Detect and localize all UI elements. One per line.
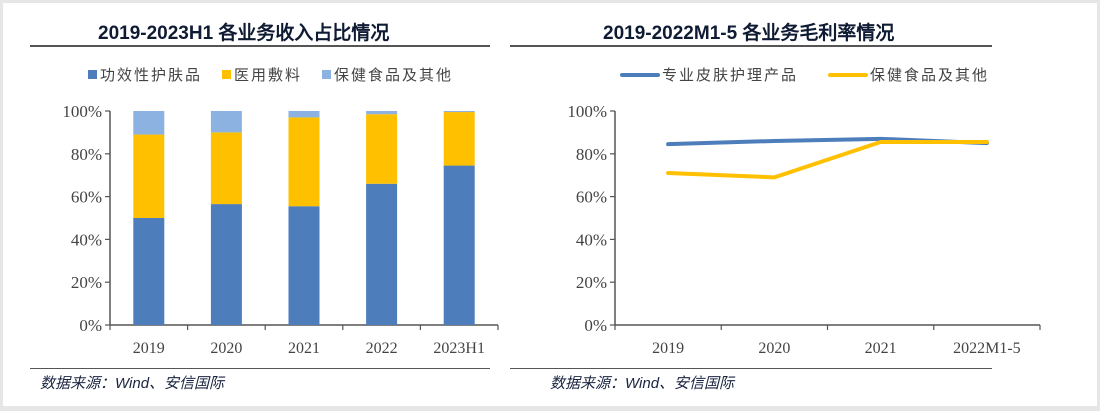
legend-label: 专业皮肤护理产品 (662, 67, 799, 84)
bar-segment (133, 134, 165, 218)
x-tick-label: 2022 (366, 340, 398, 357)
bar-segment (443, 111, 475, 113)
y-tick-label: 0% (584, 316, 607, 335)
left-chart-title: 2019-2023H1 各业务收入占比情况 (98, 23, 390, 44)
y-tick-label: 20% (71, 273, 102, 292)
series-line (666, 140, 989, 180)
x-tick-label: 2020 (210, 340, 242, 357)
bar-segment (210, 132, 242, 205)
y-tick-label: 40% (576, 230, 607, 249)
x-tick-label: 2021 (288, 340, 320, 357)
bar-segment (210, 204, 242, 325)
legend-line (828, 72, 869, 77)
right-title-rule (510, 45, 992, 47)
bar-segment (133, 111, 165, 135)
legend-line (620, 72, 660, 77)
y-tick-label: 100% (567, 102, 607, 121)
legend-label: 医用敷料 (234, 67, 303, 84)
left-source: 数据来源：Wind、安信国际 (40, 375, 225, 392)
x-tick-label: 2022M1-5 (953, 340, 1021, 357)
y-tick-label: 80% (576, 145, 607, 164)
legend-swatch (322, 70, 332, 79)
x-tick-label: 2020 (758, 340, 790, 357)
left-title-rule (30, 45, 490, 47)
x-tick-label: 2019 (652, 340, 684, 357)
y-tick-label: 20% (576, 273, 607, 292)
bar-segment (288, 111, 320, 118)
legend-item-health: 保健食品及其他 (828, 64, 989, 85)
legend-item-pro-skin: 专业皮肤护理产品 (620, 64, 798, 85)
y-tick-label: 100% (62, 102, 102, 121)
legend-label: 保健食品及其他 (870, 67, 990, 84)
bar-segment (443, 165, 475, 325)
report-frame (3, 3, 1097, 406)
stacked-bar-chart: 0% 20% 40% 60% 80% 100% 2019 2020 2021 2022 2023H1 (62, 102, 499, 357)
legend-label: 保健食品及其他 (334, 67, 454, 84)
bar-segment (133, 218, 165, 325)
x-tick-label: 2023H1 (433, 340, 485, 357)
right-chart-title: 2019-2022M1-5 各业务毛利率情况 (603, 23, 895, 44)
bar-segment (366, 183, 398, 325)
right-legend: 专业皮肤护理产品 保健食品及其他 (620, 64, 1009, 85)
y-tick-label: 60% (71, 188, 102, 207)
left-bottom-rule (30, 368, 490, 369)
legend-swatch (222, 70, 232, 79)
legend-label: 功效性护肤品 (100, 67, 203, 84)
bar-segment (366, 114, 398, 184)
left-legend: 功效性护肤品 医用敷料 保健食品及其他 (88, 64, 473, 85)
y-tick-label: 60% (576, 188, 607, 207)
bar-segment (366, 111, 398, 115)
line-chart: 0% 20% 40% 60% 80% 100% 2019 2020 2021 2022M1-5 (567, 102, 1041, 357)
bar-segment (288, 206, 320, 325)
legend-item-dressing: 医用敷料 (222, 64, 302, 85)
legend-item-health: 保健食品及其他 (322, 64, 453, 85)
bar-segment (443, 112, 475, 166)
y-tick-label: 0% (79, 316, 102, 335)
right-source: 数据来源：Wind、安信国际 (550, 375, 735, 392)
legend-swatch (88, 70, 97, 79)
right-bottom-rule (510, 368, 992, 369)
y-tick-label: 80% (71, 145, 102, 164)
legend-item-skincare: 功效性护肤品 (88, 64, 202, 85)
x-tick-label: 2019 (133, 340, 165, 357)
y-tick-label: 40% (71, 230, 102, 249)
bar-segment (210, 111, 242, 133)
bar-segment (288, 117, 320, 207)
x-tick-label: 2021 (865, 340, 897, 357)
